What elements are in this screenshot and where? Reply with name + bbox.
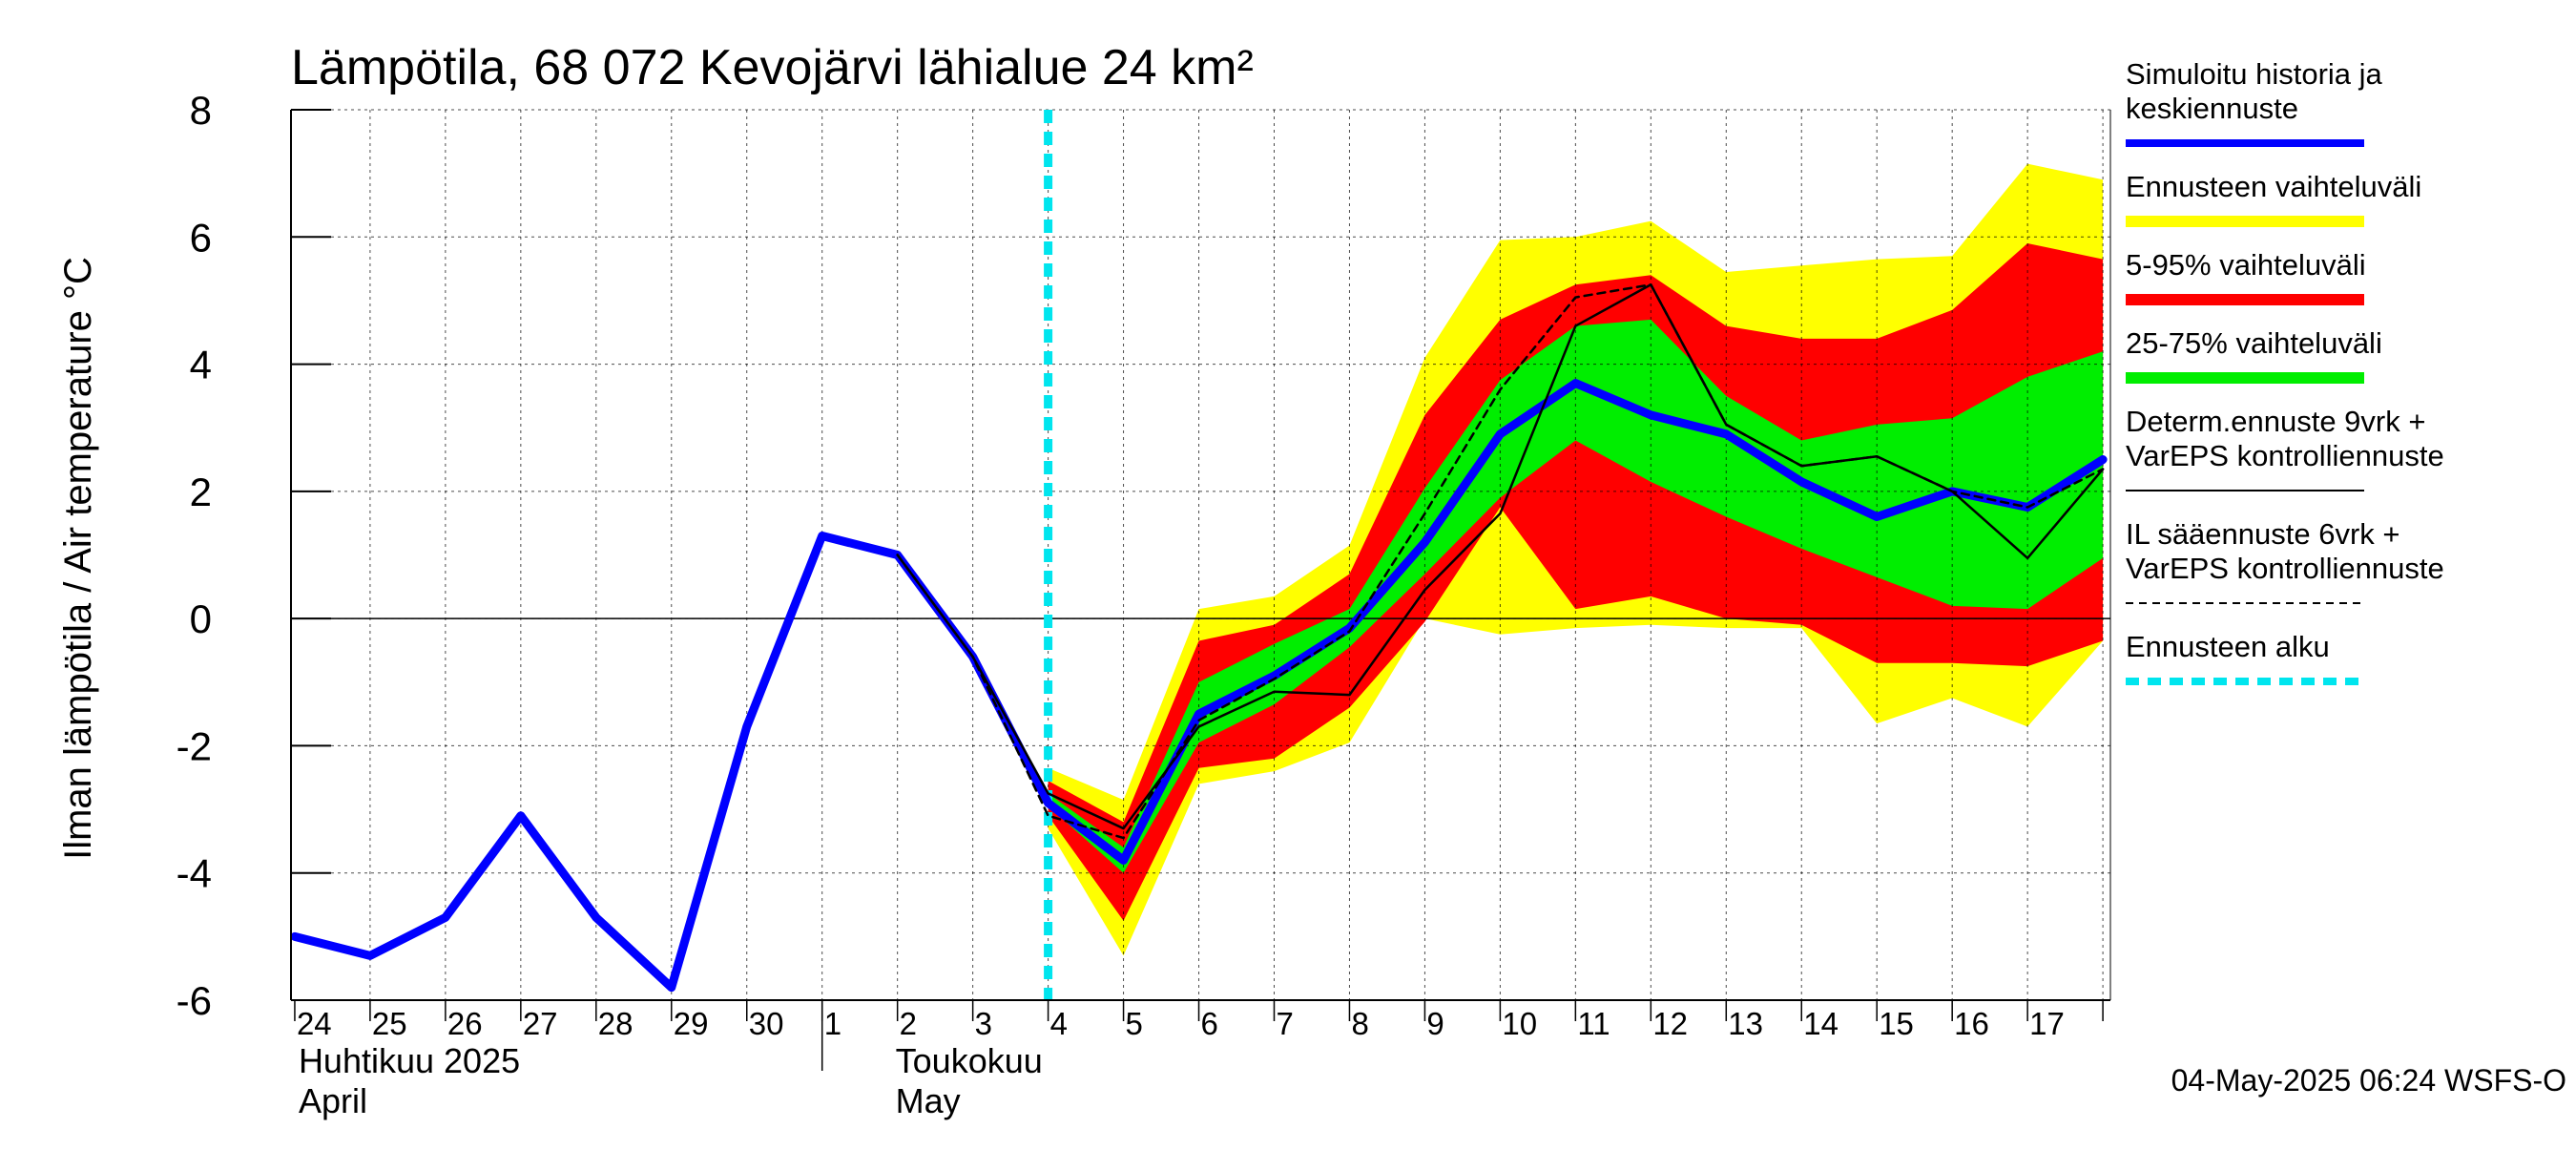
x-tick-label: 12 (1652, 1006, 1688, 1041)
chart-title: Lämpötila, 68 072 Kevojärvi lähialue 24 … (291, 40, 1254, 95)
y-tick-label: 0 (190, 596, 212, 641)
x-tick-label: 3 (975, 1006, 992, 1041)
x-tick-label: 30 (749, 1006, 784, 1041)
y-tick-label: 8 (190, 88, 212, 133)
y-tick-label: 4 (190, 343, 212, 387)
x-tick-label: 1 (824, 1006, 841, 1041)
x-tick-label: 2 (900, 1006, 917, 1041)
x-tick-label: 26 (447, 1006, 483, 1041)
band-3 (1048, 319, 2104, 873)
x-tick-label: 15 (1879, 1006, 1914, 1041)
x-tick-label: 13 (1728, 1006, 1763, 1041)
x-tick-label: 28 (598, 1006, 634, 1041)
legend-label: Ennusteen vaihteluväli (2126, 170, 2421, 203)
month-label: Toukokuu (896, 1041, 1043, 1080)
legend-label: Simuloitu historia ja (2126, 57, 2383, 91)
y-axis-label: Ilman lämpötila / Air temperature °C (57, 257, 99, 860)
x-tick-label: 11 (1577, 1006, 1610, 1041)
x-tick-label: 27 (523, 1006, 558, 1041)
x-tick-label: 29 (674, 1006, 709, 1041)
x-tick-label: 9 (1426, 1006, 1444, 1041)
x-tick-label: 17 (2029, 1006, 2065, 1041)
y-tick-label: -6 (177, 978, 212, 1023)
x-tick-label: 4 (1050, 1006, 1068, 1041)
y-tick-label: -4 (177, 851, 212, 896)
month-sublabel: April (299, 1081, 367, 1120)
legend-label: Determ.ennuste 9vrk + (2126, 405, 2425, 438)
month-label: Huhtikuu 2025 (299, 1041, 520, 1080)
footer-timestamp: 04-May-2025 06:24 WSFS-O (2171, 1063, 2566, 1098)
x-tick-label: 16 (1954, 1006, 1989, 1041)
legend-label: 5-95% vaihteluväli (2126, 248, 2366, 282)
x-tick-label: 10 (1502, 1006, 1537, 1041)
legend-label: VarEPS kontrolliennuste (2126, 552, 2444, 585)
band-2 (1048, 242, 2104, 921)
legend-label: keskiennuste (2126, 92, 2298, 125)
series-line-1 (290, 379, 2108, 993)
x-tick-label: 14 (1803, 1006, 1839, 1041)
month-sublabel: May (896, 1081, 961, 1120)
x-tick-label: 24 (297, 1006, 332, 1041)
legend-label: 25-75% vaihteluväli (2126, 326, 2382, 360)
x-tick-label: 5 (1126, 1006, 1143, 1041)
x-tick-label: 6 (1201, 1006, 1218, 1041)
x-tick-label: 7 (1276, 1006, 1293, 1041)
y-tick-label: 6 (190, 215, 212, 260)
legend-label: Ennusteen alku (2126, 630, 2330, 663)
legend-label: IL sääennuste 6vrk + (2126, 517, 2400, 551)
y-tick-label: 2 (190, 470, 212, 514)
y-tick-label: -2 (177, 723, 212, 768)
legend-label: VarEPS kontrolliennuste (2126, 439, 2444, 472)
series-line-3 (896, 283, 2105, 840)
x-tick-label: 25 (372, 1006, 407, 1041)
x-tick-label: 8 (1351, 1006, 1368, 1041)
plot-area (290, 109, 2110, 1001)
